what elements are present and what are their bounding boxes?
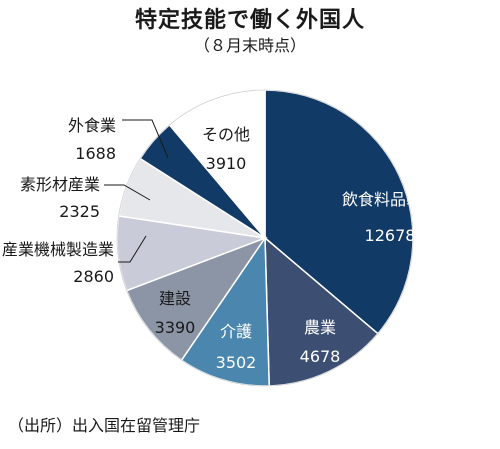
slice-label-agriculture: 農業 — [304, 318, 336, 337]
slice-label-materials: 素形材産業 — [20, 175, 100, 194]
slice-label-other: その他 — [202, 125, 250, 144]
chart-title: 特定技能で働く外国人 — [134, 8, 365, 33]
pie-outline — [116, 89, 414, 387]
slice-label-food-service: 外食業 — [68, 116, 116, 135]
slice-value-food-service: 1688 — [75, 144, 116, 163]
slice-label-construction: 建設 — [159, 289, 191, 308]
leader-line-materials — [104, 184, 151, 201]
slice-value-other: 3910 — [206, 154, 247, 173]
source-note: （出所）出入国在留管理庁 — [8, 416, 201, 435]
slice-value-food-manufacturing: 12678人 — [365, 226, 432, 245]
slice-value-nursing-care: 3502 — [216, 353, 257, 372]
slice-label-food-manufacturing: 飲食料品製造業 — [342, 190, 454, 209]
slice-label-industrial-machinery: 産業機械製造業 — [2, 240, 114, 259]
leader-line-industrial-machinery — [118, 235, 147, 263]
slice-value-materials: 2325 — [59, 202, 100, 221]
slice-value-industrial-machinery: 2860 — [73, 267, 114, 286]
slice-value-construction: 3390 — [155, 318, 196, 337]
slice-value-agriculture: 4678 — [300, 347, 341, 366]
slice-label-nursing-care: 介護 — [220, 322, 252, 341]
chart-subtitle: （８月末時点） — [193, 36, 306, 55]
leader-line-food-service — [122, 119, 169, 159]
